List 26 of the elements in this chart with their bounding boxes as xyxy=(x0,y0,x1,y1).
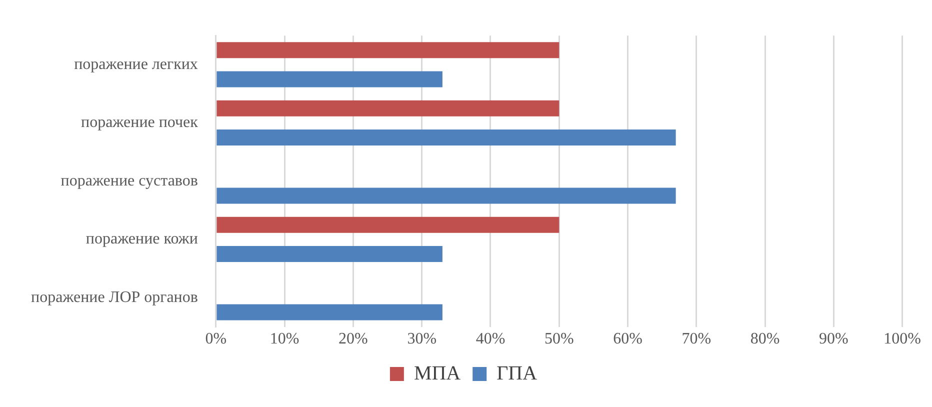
x-tick-label: 70% xyxy=(682,330,712,348)
bar xyxy=(216,130,676,146)
y-tick-label: поражение суставов xyxy=(60,172,198,190)
x-tick-label: 80% xyxy=(750,330,780,348)
x-tick-label: 40% xyxy=(476,330,506,348)
x-tick-label: 50% xyxy=(544,330,574,348)
legend-label: МПА xyxy=(414,362,462,384)
bar xyxy=(216,188,676,204)
x-tick-label: 0% xyxy=(205,330,227,348)
bar xyxy=(216,100,560,116)
x-tick-label: 90% xyxy=(819,330,848,348)
y-tick-label: поражение кожи xyxy=(86,230,198,248)
bar xyxy=(216,42,560,58)
x-tick-label: 10% xyxy=(270,330,300,348)
x-tick-label: 30% xyxy=(407,330,437,348)
y-tick-label: поражение ЛОР органов xyxy=(31,288,198,306)
y-tick-label: поражение легких xyxy=(74,56,198,73)
bar xyxy=(216,304,442,320)
legend-label: ГПА xyxy=(496,362,538,384)
x-tick-label: 20% xyxy=(338,330,368,348)
y-tick-label: поражение почек xyxy=(81,114,198,132)
bar xyxy=(216,71,442,88)
bar xyxy=(216,216,560,233)
x-tick-label: 60% xyxy=(613,330,642,348)
bar xyxy=(216,246,442,262)
x-tick-label: 100% xyxy=(884,330,921,348)
